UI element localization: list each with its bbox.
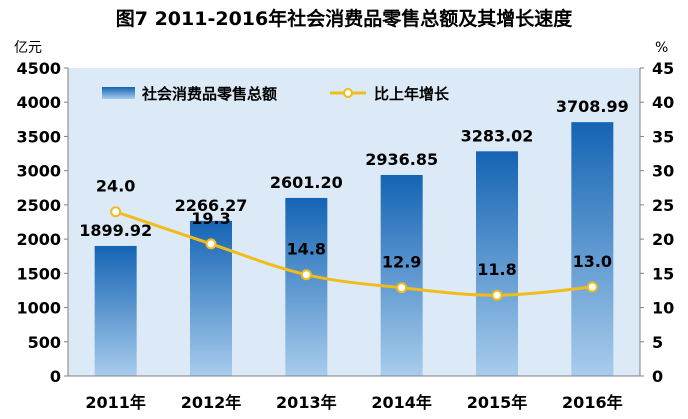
y2-axis-label: % bbox=[655, 40, 668, 56]
y-tick-label: 2000 bbox=[16, 230, 61, 249]
y-axis-label: 亿元 bbox=[14, 40, 42, 56]
x-tick-label: 2014年 bbox=[371, 393, 432, 412]
line-value-label: 11.8 bbox=[477, 260, 516, 279]
y-tick-label: 500 bbox=[28, 333, 61, 352]
line-point bbox=[586, 281, 598, 293]
y2-tick-label: 10 bbox=[652, 299, 674, 318]
bar bbox=[380, 174, 423, 376]
legend-label-line: 比上年增长 bbox=[374, 85, 450, 103]
bar-value-label: 3708.99 bbox=[556, 97, 629, 116]
y2-tick-label: 40 bbox=[652, 93, 674, 112]
y-tick-label: 0 bbox=[50, 367, 61, 386]
line-value-label: 19.3 bbox=[191, 209, 230, 228]
bar-value-label: 2936.85 bbox=[365, 150, 438, 169]
bar-value-label: 2266.27 bbox=[175, 196, 248, 215]
x-tick-label: 2015年 bbox=[467, 393, 528, 412]
y2-tick-label: 20 bbox=[652, 230, 674, 249]
x-tick-label: 2012年 bbox=[181, 393, 242, 412]
y2-tick-label: 15 bbox=[652, 264, 674, 283]
line-value-label: 12.9 bbox=[382, 253, 421, 272]
bar bbox=[571, 122, 614, 376]
plot-area bbox=[68, 68, 640, 376]
line-point bbox=[205, 238, 217, 250]
bar-value-label: 1899.92 bbox=[79, 221, 152, 240]
y-tick-label: 3500 bbox=[16, 127, 61, 146]
y-tick-label: 2500 bbox=[16, 196, 61, 215]
bar bbox=[285, 197, 328, 376]
line-point bbox=[491, 289, 503, 301]
y-tick-label: 4000 bbox=[16, 93, 61, 112]
growth-line bbox=[115, 210, 593, 297]
y2-tick-label: 0 bbox=[652, 367, 663, 386]
y-tick-label: 1500 bbox=[16, 264, 61, 283]
x-tick-label: 2013年 bbox=[276, 393, 337, 412]
line-value-label: 13.0 bbox=[573, 252, 612, 271]
bar-value-label: 3283.02 bbox=[461, 126, 534, 145]
line-value-label: 14.8 bbox=[287, 240, 326, 259]
legend-swatch-marker bbox=[343, 88, 353, 98]
y-tick-label: 4500 bbox=[16, 59, 61, 78]
y2-tick-label: 45 bbox=[652, 59, 674, 78]
legend-label-bar: 社会消费品零售总额 bbox=[141, 85, 277, 103]
y2-tick-label: 25 bbox=[652, 196, 674, 215]
x-tick-label: 2011年 bbox=[85, 393, 146, 412]
chart-title: 图7 2011-2016年社会消费品零售总额及其增长速度 bbox=[115, 8, 573, 30]
line-value-label: 24.0 bbox=[96, 177, 135, 196]
line-point bbox=[110, 206, 122, 218]
y2-tick-label: 30 bbox=[652, 162, 674, 181]
y-tick-label: 1000 bbox=[16, 299, 61, 318]
line-point bbox=[396, 282, 408, 294]
y2-tick-label: 35 bbox=[652, 127, 674, 146]
legend-swatch-bar bbox=[102, 87, 135, 99]
line-point bbox=[300, 269, 312, 281]
y2-tick-label: 5 bbox=[652, 333, 663, 352]
legend: 社会消费品零售总额 比上年增长 bbox=[102, 85, 450, 103]
x-tick-label: 2016年 bbox=[562, 393, 623, 412]
bar-value-label: 2601.20 bbox=[270, 173, 343, 192]
bar bbox=[476, 151, 518, 376]
bar bbox=[94, 245, 137, 376]
y-tick-label: 3000 bbox=[16, 162, 61, 181]
